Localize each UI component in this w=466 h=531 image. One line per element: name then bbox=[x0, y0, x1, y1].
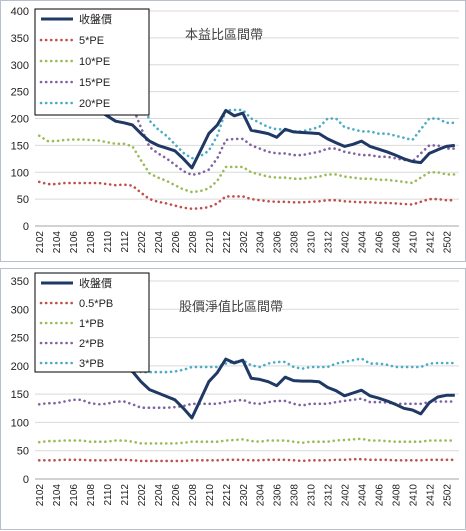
x-tick-label: 2206 bbox=[171, 231, 182, 254]
x-tick-label: 2406 bbox=[374, 231, 385, 254]
x-tick-label: 2102 bbox=[35, 484, 46, 507]
x-tick-label: 2110 bbox=[103, 231, 114, 253]
legend-label: 20*PE bbox=[79, 98, 110, 110]
x-tick-label: 2412 bbox=[425, 484, 436, 507]
x-tick-label: 2306 bbox=[273, 231, 284, 254]
pb-band-chart-panel: 0 50 100 150 200 250 300 350 2102 2104 2106 2108 211… bbox=[0, 268, 466, 530]
x-tick-label: 2502 bbox=[442, 231, 453, 254]
x-tick-label: 2212 bbox=[222, 231, 233, 254]
series-line-2 bbox=[37, 134, 457, 194]
x-tick-label: 2208 bbox=[188, 231, 199, 254]
series-line-3 bbox=[37, 397, 457, 409]
legend-label: 0.5*PB bbox=[79, 298, 113, 310]
y-tick-label: 300 bbox=[11, 304, 29, 316]
legend-label: 2*PB bbox=[79, 338, 104, 350]
pe-band-chart: 0 50 100 150 200 250 300 350 400 2102 2104 2106 2108… bbox=[11, 6, 459, 254]
series-line-2 bbox=[37, 437, 457, 445]
legend-box bbox=[34, 8, 150, 116]
x-tick-label: 2406 bbox=[374, 484, 385, 507]
legend-label: 15*PE bbox=[79, 77, 110, 89]
legend-label: 10*PE bbox=[79, 56, 110, 68]
x-tick-label: 2308 bbox=[290, 484, 301, 507]
y-tick-label: 250 bbox=[11, 87, 29, 99]
x-tick-label: 2408 bbox=[391, 231, 402, 254]
legend-box bbox=[34, 272, 150, 373]
x-tick-label: 2206 bbox=[171, 484, 182, 507]
x-tick-label: 2302 bbox=[239, 231, 250, 254]
series-line-1 bbox=[37, 180, 457, 211]
chart-title: 股價淨值比區間帶 bbox=[179, 299, 283, 315]
x-tick-label: 2102 bbox=[35, 231, 46, 254]
x-tick-label: 2312 bbox=[324, 231, 335, 254]
x-tick-label: 2404 bbox=[357, 484, 368, 507]
y-tick-label: 0 bbox=[23, 221, 29, 233]
x-tick-label: 2308 bbox=[290, 231, 301, 254]
pe-band-chart-panel: 0 50 100 150 200 250 300 350 400 2102 2104 2106 2108… bbox=[0, 0, 466, 262]
series-line-1 bbox=[37, 457, 457, 463]
y-tick-label: 350 bbox=[11, 33, 29, 45]
legend-label: 5*PE bbox=[79, 35, 104, 47]
x-tick-label: 2410 bbox=[408, 484, 419, 507]
x-tick-label: 2212 bbox=[222, 484, 233, 507]
y-tick-label: 400 bbox=[11, 6, 29, 18]
x-tick-label: 2110 bbox=[103, 484, 114, 506]
x-tick-label: 2106 bbox=[69, 484, 80, 507]
y-tick-label: 100 bbox=[11, 417, 29, 429]
y-tick-label: 50 bbox=[17, 194, 29, 206]
x-tick-label: 2106 bbox=[69, 231, 80, 254]
x-tick-label: 2408 bbox=[391, 484, 402, 507]
x-tick-label: 2112 bbox=[120, 484, 131, 506]
x-tick-label: 2104 bbox=[52, 231, 63, 254]
x-tick-label: 2410 bbox=[408, 231, 419, 254]
y-tick-label: 350 bbox=[11, 276, 29, 288]
legend-label: 收盤價 bbox=[79, 12, 112, 26]
x-tick-label: 2208 bbox=[188, 484, 199, 507]
x-tick-label: 2304 bbox=[256, 231, 267, 254]
x-tick-label: 2210 bbox=[205, 231, 216, 254]
y-tick-label: 100 bbox=[11, 167, 29, 179]
x-tick-label: 2502 bbox=[442, 484, 453, 507]
legend-label: 收盤價 bbox=[79, 276, 112, 290]
x-tick-label: 2108 bbox=[86, 484, 97, 507]
x-tick-label: 2204 bbox=[154, 231, 165, 254]
x-tick-label: 2402 bbox=[341, 484, 352, 507]
x-tick-label: 2108 bbox=[86, 231, 97, 254]
x-tick-label: 2312 bbox=[324, 484, 335, 507]
x-tick-label: 2104 bbox=[52, 484, 63, 507]
pb-band-chart: 0 50 100 150 200 250 300 350 2102 2104 2106 2108 211… bbox=[11, 272, 459, 507]
x-tick-label: 2302 bbox=[239, 484, 250, 507]
x-tick-label: 2210 bbox=[205, 484, 216, 507]
x-tick-label: 2202 bbox=[137, 484, 148, 507]
legend-label: 1*PB bbox=[79, 318, 104, 330]
x-tick-label: 2306 bbox=[273, 484, 284, 507]
chart-title: 本益比區間帶 bbox=[185, 28, 263, 43]
y-tick-label: 0 bbox=[23, 474, 29, 486]
y-tick-label: 150 bbox=[11, 389, 29, 401]
y-tick-label: 200 bbox=[11, 114, 29, 126]
x-tick-label: 2310 bbox=[307, 484, 318, 507]
y-tick-label: 200 bbox=[11, 361, 29, 373]
y-tick-label: 300 bbox=[11, 60, 29, 72]
legend-label: 3*PB bbox=[79, 358, 104, 370]
x-tick-label: 2402 bbox=[341, 231, 352, 254]
series-line-0 bbox=[38, 44, 455, 170]
y-tick-label: 50 bbox=[17, 446, 29, 458]
x-tick-label: 2404 bbox=[357, 231, 368, 254]
y-tick-label: 150 bbox=[11, 140, 29, 152]
x-tick-label: 2310 bbox=[307, 231, 318, 254]
x-tick-label: 2204 bbox=[154, 484, 165, 507]
y-tick-label: 250 bbox=[11, 333, 29, 345]
x-tick-label: 2112 bbox=[120, 231, 131, 253]
x-tick-label: 2304 bbox=[256, 484, 267, 507]
x-tick-label: 2412 bbox=[425, 231, 436, 254]
x-tick-label: 2202 bbox=[137, 231, 148, 254]
